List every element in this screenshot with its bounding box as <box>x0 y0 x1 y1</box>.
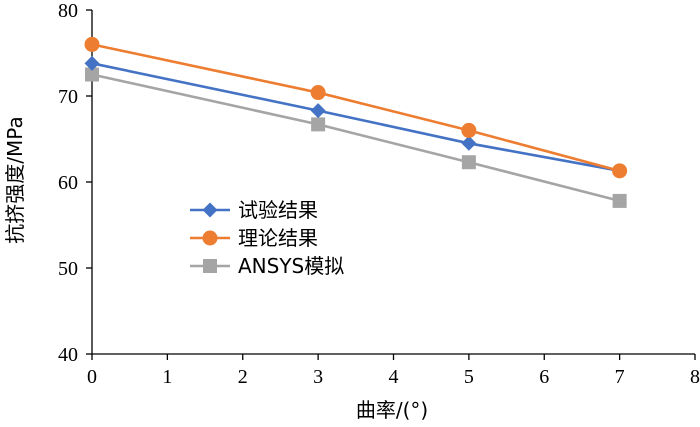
series-markers <box>84 36 628 208</box>
x-tick-label: 7 <box>615 366 625 388</box>
data-point <box>310 103 326 119</box>
legend-marker <box>203 259 217 273</box>
x-tick-label: 5 <box>464 366 474 388</box>
series-line <box>91 62 620 173</box>
data-point <box>311 117 326 132</box>
x-tick-label: 0 <box>87 366 97 388</box>
data-point <box>84 55 100 71</box>
y-tick-label: 70 <box>58 86 78 108</box>
x-tick-label: 2 <box>238 366 248 388</box>
legend-marker <box>202 230 218 246</box>
x-axis-title: 曲率/(°) <box>356 398 428 422</box>
data-point <box>310 85 326 101</box>
y-tick-label: 50 <box>58 258 78 280</box>
y-tick-label: 60 <box>58 172 78 194</box>
data-point <box>84 36 100 52</box>
x-tick-label: 3 <box>313 366 323 388</box>
y-tick-label: 80 <box>58 0 78 22</box>
series-line <box>91 43 620 173</box>
data-point <box>612 163 628 179</box>
data-point <box>461 155 476 170</box>
series-line <box>91 73 620 203</box>
legend-label: 理论结果 <box>238 226 318 250</box>
x-tick-label: 6 <box>539 366 549 388</box>
data-point <box>612 193 627 208</box>
series-lines <box>91 43 620 203</box>
x-tick-label: 8 <box>690 366 700 388</box>
data-point <box>461 122 477 138</box>
data-point <box>85 67 99 82</box>
y-tick-label: 40 <box>58 344 78 366</box>
legend-label: 试验结果 <box>238 198 318 222</box>
legend-marker <box>202 202 218 218</box>
data-point <box>461 135 477 151</box>
x-tick-label: 4 <box>389 366 399 388</box>
x-tick-label: 1 <box>162 366 172 388</box>
x-tick-labels: 0 1 2 3 4 5 6 7 8 <box>87 366 700 388</box>
y-axis-title: 抗挤强度/MPa <box>3 116 27 243</box>
legend-label: ANSYS模拟 <box>238 254 344 278</box>
y-tick-labels: 40 50 60 70 80 <box>58 0 78 366</box>
